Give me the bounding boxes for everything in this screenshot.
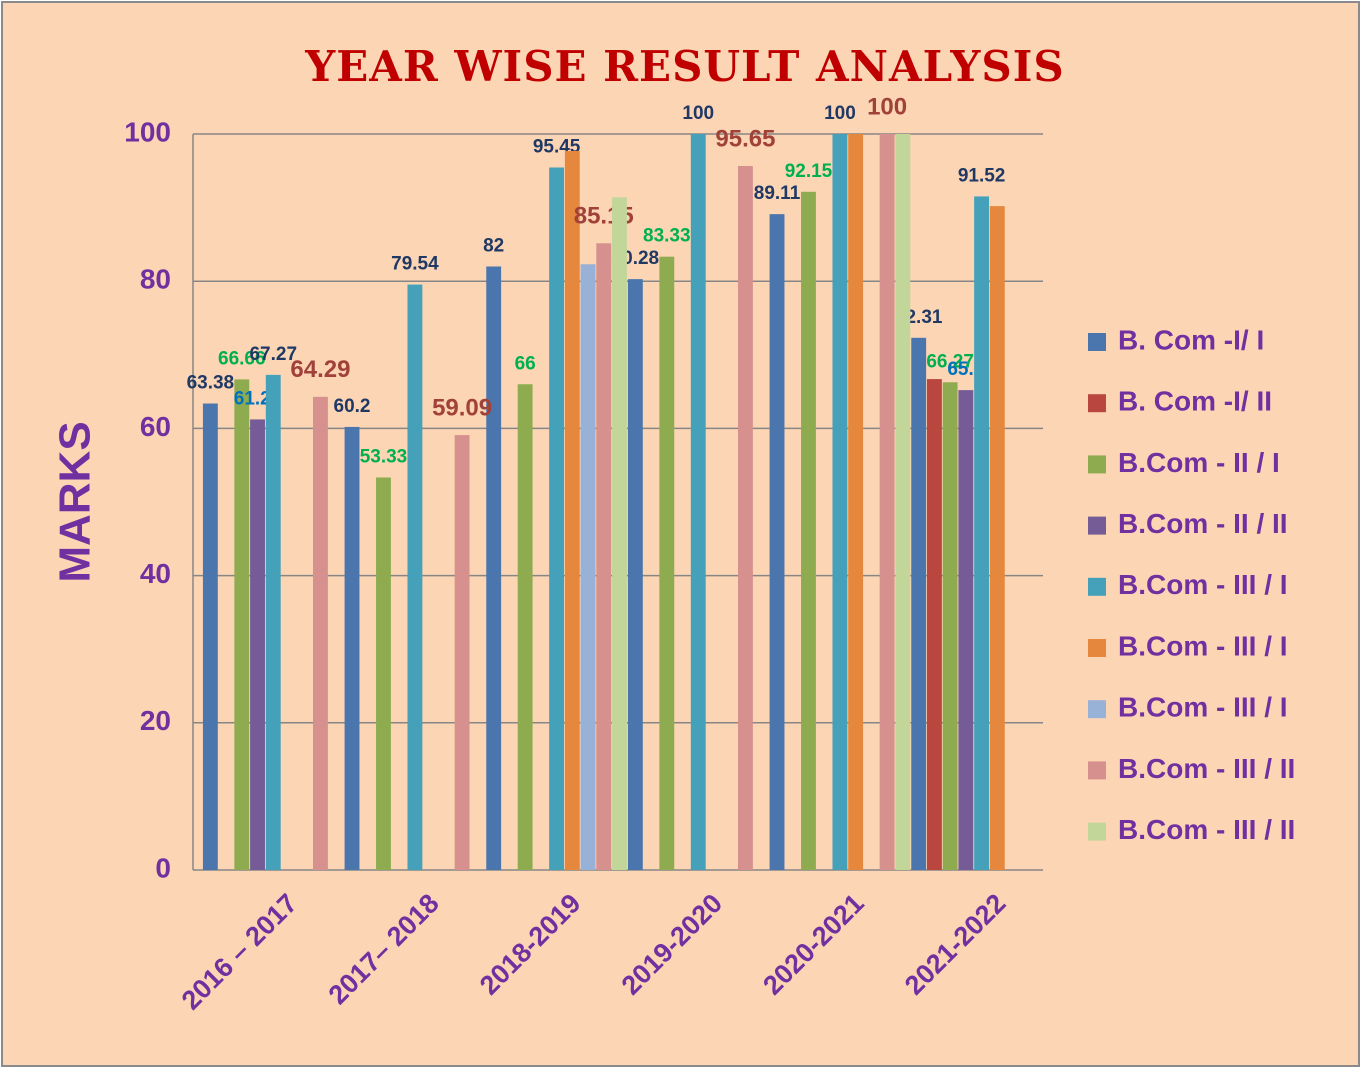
bar bbox=[376, 477, 391, 870]
data-label: 95.65 bbox=[715, 125, 775, 152]
y-tick-label: 100 bbox=[124, 116, 171, 147]
legend-swatch bbox=[1088, 516, 1106, 535]
bar bbox=[659, 256, 675, 871]
bar bbox=[895, 134, 911, 870]
data-label: 79.54 bbox=[391, 254, 439, 275]
legend-swatch bbox=[1088, 394, 1106, 413]
bar bbox=[312, 396, 328, 870]
legend-label: B.Com - III / I bbox=[1118, 569, 1288, 600]
bar bbox=[942, 382, 958, 870]
data-label: 89.11 bbox=[754, 183, 801, 204]
data-label: 53.33 bbox=[360, 447, 408, 468]
legend-swatch bbox=[1088, 761, 1106, 780]
bar bbox=[564, 150, 580, 871]
legend-swatch bbox=[1088, 822, 1106, 841]
bar bbox=[974, 196, 990, 871]
legend-swatch bbox=[1088, 455, 1106, 474]
bar bbox=[407, 284, 423, 871]
legend-label: B. Com -I/ I bbox=[1118, 324, 1264, 355]
bar bbox=[958, 390, 974, 870]
data-label: 63.38 bbox=[187, 373, 235, 394]
bar bbox=[911, 337, 927, 870]
legend-label: B.Com - II / I bbox=[1118, 447, 1280, 478]
legend-label: B.Com - III / II bbox=[1118, 753, 1295, 784]
y-tick-label: 80 bbox=[140, 264, 171, 295]
data-label: 83.33 bbox=[643, 226, 691, 247]
data-label: 67.27 bbox=[249, 344, 297, 365]
bar bbox=[265, 374, 281, 870]
bar bbox=[454, 435, 470, 870]
bar bbox=[989, 206, 1005, 871]
bar bbox=[769, 214, 785, 871]
y-tick-label: 20 bbox=[140, 705, 171, 736]
bar bbox=[250, 419, 265, 870]
y-axis-label: MARKS bbox=[51, 421, 100, 582]
bar bbox=[801, 191, 816, 870]
bar bbox=[202, 403, 218, 870]
bar bbox=[580, 264, 596, 871]
bar bbox=[737, 166, 753, 871]
bar bbox=[549, 167, 565, 870]
bar bbox=[596, 243, 612, 870]
bar bbox=[234, 379, 250, 870]
legend-label: B. Com -I/ II bbox=[1118, 386, 1272, 417]
legend-swatch bbox=[1088, 333, 1106, 351]
y-tick-label: 40 bbox=[140, 558, 171, 589]
legend-swatch bbox=[1088, 639, 1106, 657]
bar bbox=[627, 279, 643, 871]
bar bbox=[832, 134, 848, 870]
legend-label: B.Com - III / II bbox=[1118, 814, 1295, 845]
legend-label: B.Com - III / I bbox=[1118, 692, 1288, 723]
bar bbox=[926, 379, 942, 870]
data-label: 66.66 bbox=[218, 348, 266, 369]
data-label: 91.52 bbox=[958, 165, 1006, 186]
data-label: 100 bbox=[824, 103, 856, 124]
bar bbox=[344, 426, 360, 870]
data-label: 82 bbox=[483, 235, 504, 256]
bar bbox=[848, 134, 864, 870]
data-label: 92.15 bbox=[785, 161, 833, 182]
y-tick-label: 0 bbox=[155, 852, 171, 883]
bar bbox=[690, 134, 706, 870]
data-label: 66 bbox=[515, 353, 536, 374]
data-label: 64.29 bbox=[290, 356, 350, 383]
data-label: 100 bbox=[682, 103, 714, 124]
bar bbox=[879, 134, 895, 870]
data-label: 100 bbox=[867, 93, 907, 120]
legend-label: B.Com - III / I bbox=[1118, 630, 1288, 661]
legend-label: B.Com - II / II bbox=[1118, 508, 1288, 539]
data-label: 66.27 bbox=[926, 351, 974, 372]
chart-title: YEAR WISE RESULT ANALYSIS bbox=[304, 42, 1064, 91]
legend-swatch bbox=[1088, 700, 1106, 719]
bar bbox=[517, 384, 533, 870]
bar bbox=[612, 197, 627, 870]
legend-swatch bbox=[1088, 577, 1106, 596]
data-label: 59.09 bbox=[432, 394, 492, 421]
y-tick-label: 60 bbox=[140, 411, 171, 442]
data-label: 60.2 bbox=[334, 396, 371, 417]
bar bbox=[486, 266, 502, 871]
